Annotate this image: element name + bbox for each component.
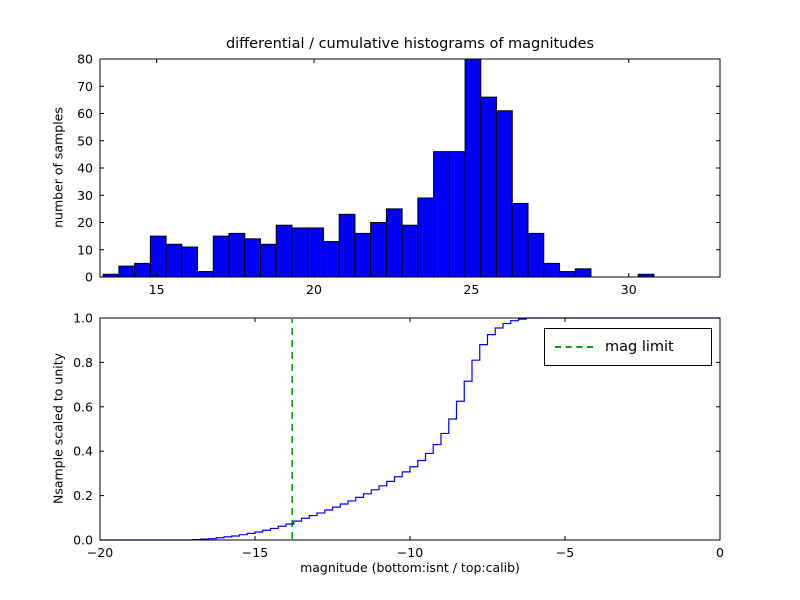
top-ytick-label: 50 bbox=[77, 133, 93, 148]
histogram-bar bbox=[118, 265, 136, 278]
top-ytick-label: 10 bbox=[77, 242, 93, 257]
top-ytick-label: 40 bbox=[77, 161, 93, 176]
bottom-ytick-label: 0.8 bbox=[73, 355, 93, 370]
histogram-bar bbox=[370, 222, 387, 278]
histogram-bar bbox=[197, 271, 214, 278]
legend-dashed-line-icon bbox=[555, 346, 593, 348]
histogram-bar bbox=[338, 213, 356, 278]
cumulative-step-line bbox=[100, 317, 720, 541]
top-ytick-label: 70 bbox=[77, 79, 93, 94]
top-ytick-label: 30 bbox=[77, 188, 93, 203]
top-xtick-label: 30 bbox=[621, 282, 637, 297]
histogram-bar bbox=[307, 227, 324, 278]
histogram-bar bbox=[385, 208, 403, 278]
histogram-bar bbox=[527, 232, 545, 278]
histogram-bar bbox=[322, 241, 340, 278]
top-ylabel: number of samples bbox=[50, 107, 66, 228]
bottom-axes-frame bbox=[99, 317, 721, 541]
histogram-bar bbox=[260, 243, 277, 278]
histogram-bar bbox=[244, 238, 262, 278]
histogram-bar bbox=[496, 110, 513, 278]
histogram-bar bbox=[275, 224, 293, 278]
histogram-bar bbox=[228, 232, 246, 278]
histogram-bar bbox=[291, 227, 309, 278]
histogram-bar bbox=[165, 243, 183, 278]
top-xtick-label: 20 bbox=[306, 282, 322, 297]
bottom-ylabel: Nsample scaled to unity bbox=[50, 352, 66, 505]
histogram-bar bbox=[558, 271, 576, 278]
top-ytick-label: 0 bbox=[85, 270, 93, 285]
bottom-ytick-label: 0.0 bbox=[73, 533, 93, 548]
histogram-bar bbox=[480, 96, 498, 278]
chart-title: differential / cumulative histograms of … bbox=[225, 36, 595, 52]
bottom-xtick-label: −20 bbox=[87, 545, 113, 560]
histogram-bar bbox=[433, 151, 450, 278]
top-ytick-label: 80 bbox=[77, 52, 93, 67]
histogram-bar bbox=[401, 224, 419, 278]
legend-box: mag limit bbox=[544, 328, 712, 366]
histogram-bar bbox=[149, 235, 167, 278]
bottom-xtick-label: 0 bbox=[716, 545, 724, 560]
histogram-bar bbox=[464, 58, 482, 278]
histogram-bar bbox=[574, 268, 592, 278]
bottom-xtick-label: −5 bbox=[556, 545, 574, 560]
histogram-bar bbox=[448, 151, 466, 278]
bottom-xtick-label: −15 bbox=[242, 545, 268, 560]
bottom-xlabel: magnitude (bottom:isnt / top:calib) bbox=[300, 560, 520, 575]
histogram-bar bbox=[181, 246, 199, 278]
top-xtick-label: 25 bbox=[463, 282, 479, 297]
bottom-ytick-label: 0.6 bbox=[73, 399, 93, 414]
histogram-bar bbox=[511, 202, 529, 278]
top-axes-frame bbox=[99, 58, 721, 278]
bottom-ytick-label: 0.4 bbox=[73, 444, 93, 459]
top-ytick-label: 20 bbox=[77, 215, 93, 230]
histogram-bar bbox=[417, 197, 435, 278]
histogram-bar bbox=[354, 232, 372, 278]
legend-label: mag limit bbox=[605, 339, 674, 355]
top-ytick-label: 60 bbox=[77, 106, 93, 121]
bottom-xtick-label: −10 bbox=[397, 545, 423, 560]
histogram-bar bbox=[212, 235, 230, 278]
bottom-ytick-label: 0.2 bbox=[73, 488, 93, 503]
histogram-bar bbox=[134, 262, 151, 278]
histogram-bar bbox=[543, 262, 560, 278]
top-xtick-label: 15 bbox=[149, 282, 165, 297]
bottom-ytick-label: 1.0 bbox=[73, 311, 93, 326]
